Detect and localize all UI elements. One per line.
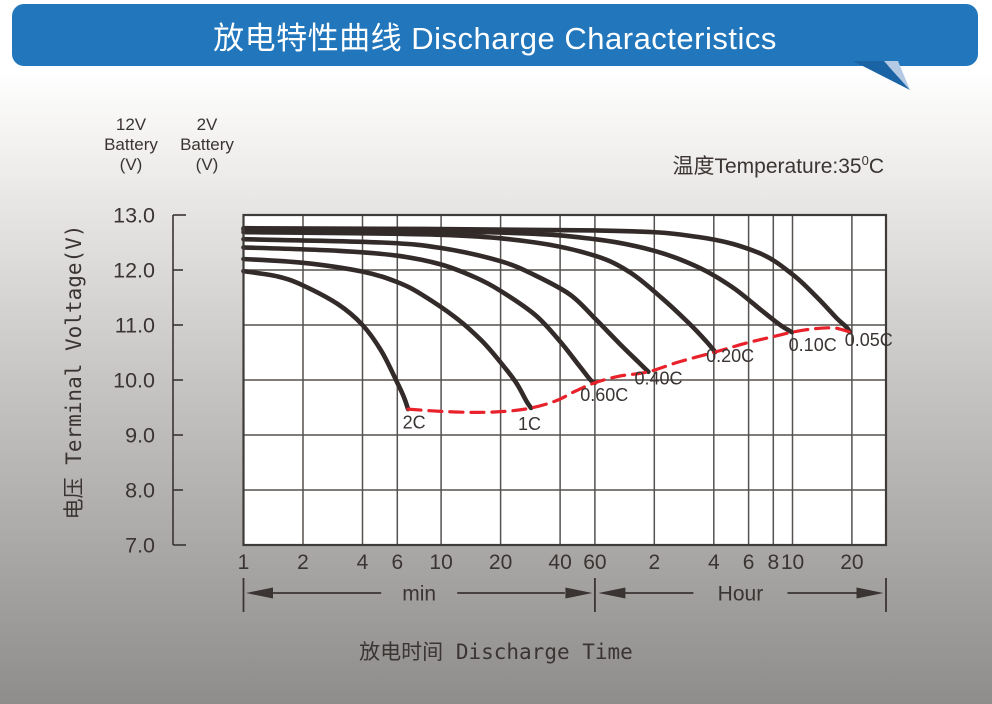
- discharge-curve-1C: [241, 256, 534, 411]
- x-tick-min: 4: [357, 551, 369, 574]
- arrowhead-left-hour: [598, 587, 626, 599]
- x-tick-min: 2: [297, 551, 309, 574]
- y-axis-secondary-header: 2V Battery (V): [167, 115, 247, 175]
- banner-tail: [853, 61, 910, 90]
- discharge-curve-0.05C: [241, 225, 853, 335]
- curve-label-0.10C: 0.10C: [789, 335, 837, 355]
- temperature-unit: C: [868, 155, 884, 178]
- curve-label-2C: 2C: [403, 412, 426, 432]
- arrowhead-right-hour: [856, 587, 884, 599]
- curve-label-1C: 1C: [518, 414, 541, 434]
- y-axis-secondary-header-line1: 2V: [196, 115, 218, 134]
- page-title: 放电特性曲线 Discharge Characteristics: [213, 20, 777, 56]
- x-tick-hour: 4: [708, 551, 720, 574]
- title-banner: 放电特性曲线 Discharge Characteristics: [12, 4, 978, 66]
- discharge-curves: [241, 225, 853, 412]
- x-tick-min: 40: [548, 551, 571, 574]
- x-tick-hour: 8: [767, 551, 779, 574]
- y-tick-12v: 13.0: [113, 204, 155, 228]
- discharge-curve-0.40C: [241, 236, 651, 375]
- y-tick-12v: 7.0: [125, 534, 155, 558]
- discharge-curve-0.10C: [241, 227, 795, 335]
- y-tick-12v: 12.0: [113, 259, 155, 283]
- curve-label-0.20C: 0.20C: [706, 346, 754, 366]
- y-tick-labels: 13.012.011.010.09.08.07.02.162.001.841.6…: [113, 204, 155, 558]
- arrowhead-right-min: [565, 587, 593, 599]
- discharge-curve-0.20C: [241, 229, 718, 355]
- x-tick-hour: 2: [648, 551, 660, 574]
- y-axis-primary-header-line3: (V): [119, 155, 143, 174]
- discharge-curve-0.60C: [241, 245, 598, 386]
- x-tick-hour: 20: [840, 551, 863, 574]
- y-tick-12v: 9.0: [125, 424, 155, 448]
- x-tick-min: 10: [429, 551, 452, 574]
- x-tick-min: 20: [489, 551, 512, 574]
- x-section-label-min: min: [402, 583, 436, 606]
- x-section-label-hour: Hour: [718, 583, 764, 606]
- secondary-axis-bracket: [172, 214, 186, 546]
- y-axis-primary-header-line2: Battery: [104, 135, 158, 154]
- temperature-superscript: 0: [861, 153, 869, 168]
- y-axis-primary-header-line1: 12V: [115, 115, 147, 134]
- x-tick-min: 6: [391, 551, 403, 574]
- x-tick-labels: 1 2 4 6 10 20 40 60 2 4 6 8 10 20: [238, 551, 864, 574]
- curve-labels: 2C 1C 0.60C 0.40C 0.20C 0.10C 0.05C: [403, 330, 893, 434]
- x-range-indicator: min Hour: [242, 578, 887, 612]
- y-tick-12v: 11.0: [115, 314, 155, 338]
- x-tick-min: 60: [583, 551, 606, 574]
- y-axis-secondary-header-line2: Battery: [180, 135, 234, 154]
- x-tick-hour: 10: [781, 551, 804, 574]
- discharge-curve-2C: [241, 268, 411, 412]
- y-axis-primary-header: 12V Battery (V): [91, 115, 171, 175]
- y-tick-12v: 10.0: [113, 369, 155, 393]
- banner-tail-dark: [853, 61, 910, 90]
- curve-label-0.40C: 0.40C: [634, 368, 682, 388]
- temperature-text: 温度Temperature:35: [672, 155, 862, 178]
- temperature-note: 温度Temperature:350C: [673, 150, 885, 180]
- plot-frame: [242, 213, 888, 547]
- curve-label-0.05C: 0.05C: [845, 330, 893, 350]
- curve-label-0.60C: 0.60C: [580, 385, 628, 405]
- x-tick-min: 1: [238, 551, 250, 574]
- x-axis-title: 放电时间 Discharge Time: [359, 640, 633, 664]
- y-axis-secondary-header-line3: (V): [195, 155, 219, 174]
- x-tick-hour: 6: [743, 551, 755, 574]
- envelope-line: [406, 326, 852, 415]
- y-tick-12v: 8.0: [125, 479, 155, 503]
- arrowhead-left-min: [246, 587, 273, 599]
- banner-tail-light: [884, 61, 910, 90]
